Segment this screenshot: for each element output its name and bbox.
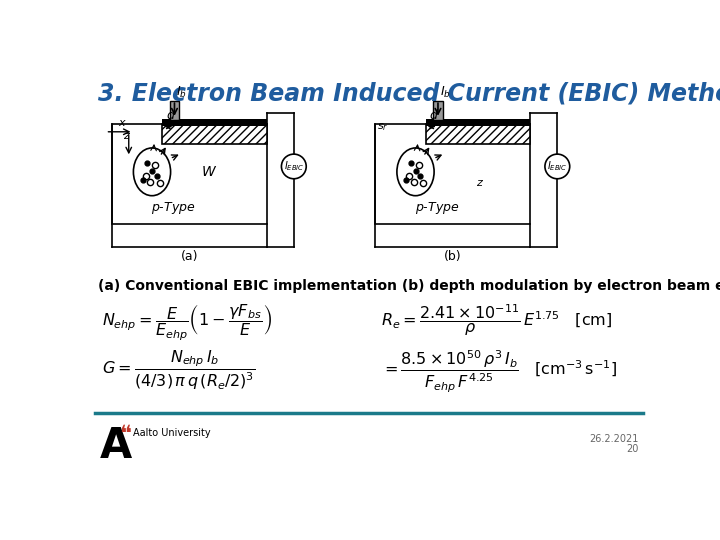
Text: $= \dfrac{8.5 \times 10^{50}\, \rho^3\, I_b}{F_{ehp}\, F^{4.25}} \quad [\mathrm{: $= \dfrac{8.5 \times 10^{50}\, \rho^3\, … [381, 348, 617, 394]
Text: $I_b$: $I_b$ [176, 85, 187, 100]
Text: $W$: $W$ [201, 165, 217, 179]
Text: $p$-Type: $p$-Type [415, 200, 459, 216]
Text: Aalto University: Aalto University [133, 428, 211, 438]
Text: $z$: $z$ [476, 178, 484, 188]
Text: ❝: ❝ [120, 425, 132, 445]
Text: 26.2.2021: 26.2.2021 [590, 434, 639, 444]
Bar [162, 119, 266, 126]
Text: $G = \dfrac{N_{ehp}\, I_b}{(4/3)\,\pi\, q\, (R_e/2)^3}$: $G = \dfrac{N_{ehp}\, I_b}{(4/3)\,\pi\, … [102, 348, 255, 392]
Bar [375, 124, 530, 224]
Text: (b): (b) [444, 251, 462, 264]
Text: $p$-Type: $p$-Type [151, 200, 196, 216]
Bar [426, 124, 530, 144]
Text: $N_{ehp} = \dfrac{E}{E_{ehp}} \left(1 - \dfrac{\gamma F_{bs}}{E}\right)$: $N_{ehp} = \dfrac{E}{E_{ehp}} \left(1 - … [102, 302, 272, 342]
Text: (a): (a) [181, 251, 198, 264]
Ellipse shape [133, 148, 171, 195]
Bar [112, 124, 266, 224]
Text: $x$: $x$ [118, 118, 127, 127]
Text: $I_{EBIC}$: $I_{EBIC}$ [547, 159, 567, 173]
Text: 20: 20 [626, 444, 639, 454]
Text: A: A [99, 425, 132, 467]
Circle shape [282, 154, 306, 179]
Circle shape [545, 154, 570, 179]
Bar [433, 101, 443, 120]
Text: (a) Conventional EBIC implementation (b) depth modulation by electron beam energ: (a) Conventional EBIC implementation (b)… [98, 279, 720, 293]
Text: $I_{EBIC}$: $I_{EBIC}$ [284, 159, 304, 173]
Bar [170, 101, 179, 120]
Text: $z$: $z$ [122, 131, 130, 141]
Text: $d$: $d$ [429, 109, 439, 123]
Text: $s_r$: $s_r$ [377, 122, 388, 133]
Text: $I_b$: $I_b$ [439, 85, 450, 100]
Bar [426, 119, 530, 126]
Ellipse shape [397, 148, 434, 195]
Text: $d$: $d$ [166, 109, 176, 123]
Text: $R_e = \dfrac{2.41 \times 10^{-11}}{\rho}\, E^{1.75} \quad [\mathrm{cm}]$: $R_e = \dfrac{2.41 \times 10^{-11}}{\rho… [381, 302, 612, 338]
Bar [162, 124, 266, 144]
Text: 3. Electron Beam Induced Current (EBIC) Method: 3. Electron Beam Induced Current (EBIC) … [98, 82, 720, 106]
